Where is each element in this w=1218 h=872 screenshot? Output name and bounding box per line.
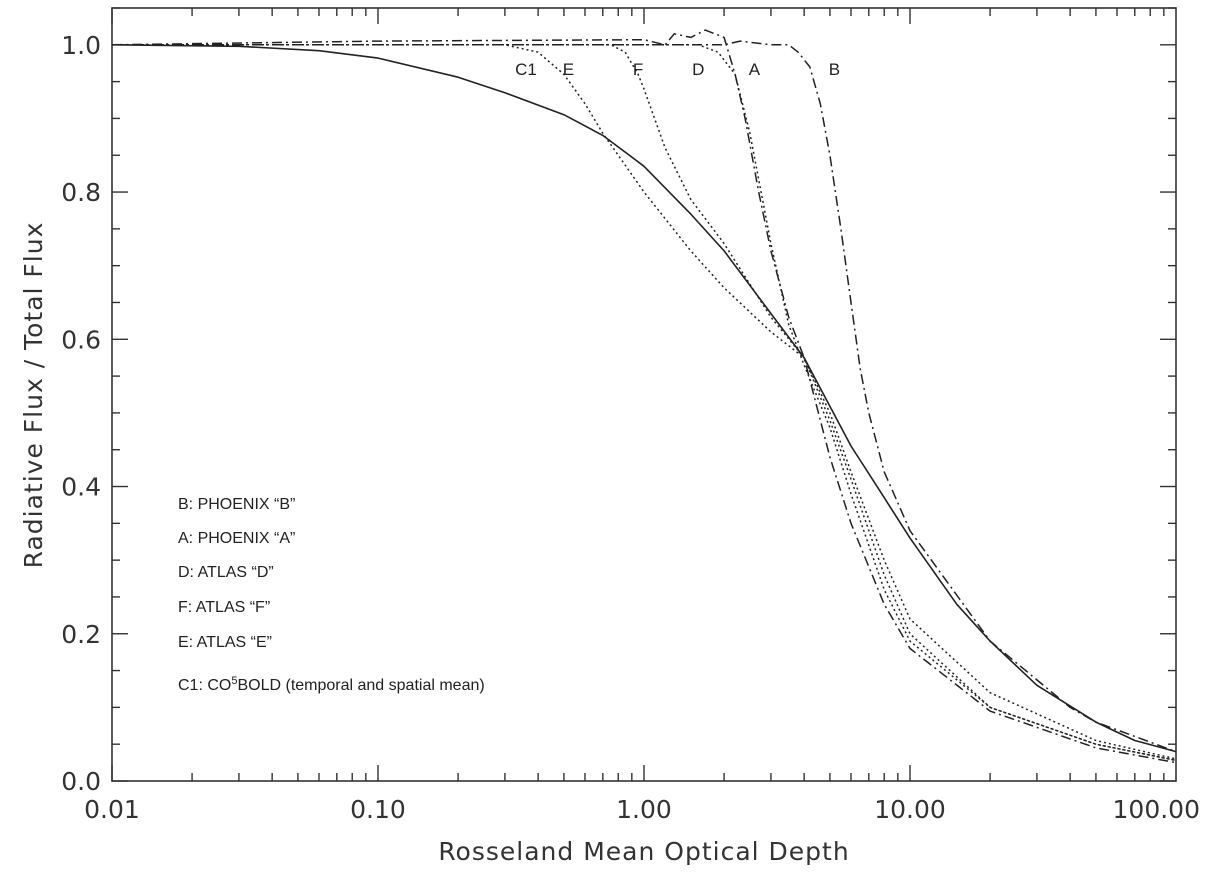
legend-entry-a: A: PHOENIX “A” <box>178 530 295 547</box>
legend-entry-b: B: PHOENIX “B” <box>178 496 295 513</box>
curve-label-a: A <box>749 60 761 79</box>
legend-entry-e: E: ATLAS “E” <box>178 634 272 651</box>
x-tick-labels: 0.01 0.10 1.00 10.00 100.00 <box>84 795 1200 824</box>
y-tick-label: 0.0 <box>61 767 101 796</box>
legend: B: PHOENIX “B” A: PHOENIX “A” D: ATLAS “D”… <box>178 496 485 694</box>
legend-entry-f: F: ATLAS “F” <box>178 599 270 616</box>
x-tick-label: 100.00 <box>1113 795 1200 824</box>
curve-labels: C1 E F D A B <box>515 60 840 79</box>
x-tick-label: 1.00 <box>616 795 672 824</box>
x-tick-label: 0.10 <box>350 795 406 824</box>
y-axis-title: Radiative Flux / Total Flux <box>19 222 48 569</box>
curve-label-f: F <box>633 60 643 79</box>
y-tick-label: 1.0 <box>61 31 101 60</box>
series-line-c1 <box>111 44 1177 753</box>
series-line-f <box>112 44 1177 762</box>
legend-entry-d: D: ATLAS “D” <box>178 564 274 581</box>
x-tick-label: 10.00 <box>874 795 946 824</box>
series-line-e <box>112 44 1177 760</box>
y-tick-label: 0.6 <box>61 325 101 354</box>
legend-entry-c1: C1: CO5BOLD (temporal and spatial mean) <box>178 675 485 694</box>
curve-label-e: E <box>563 60 574 79</box>
y-tick-label: 0.4 <box>61 473 101 502</box>
series-line-d <box>112 44 1177 762</box>
x-axis-title: Rosseland Mean Optical Depth <box>438 837 849 866</box>
axis-ticks <box>111 7 1176 782</box>
y-tick-labels: 0.0 0.2 0.4 0.6 0.8 1.0 <box>61 31 101 796</box>
curve-label-c1: C1 <box>515 60 537 79</box>
series-layer <box>111 29 1177 764</box>
y-tick-label: 0.8 <box>61 178 101 207</box>
x-tick-label: 0.01 <box>84 795 140 824</box>
y-tick-label: 0.2 <box>61 620 101 649</box>
curve-label-d: D <box>692 60 704 79</box>
series-line-a <box>111 29 1177 764</box>
series-line-b <box>112 40 1177 753</box>
curve-label-b: B <box>829 60 840 79</box>
